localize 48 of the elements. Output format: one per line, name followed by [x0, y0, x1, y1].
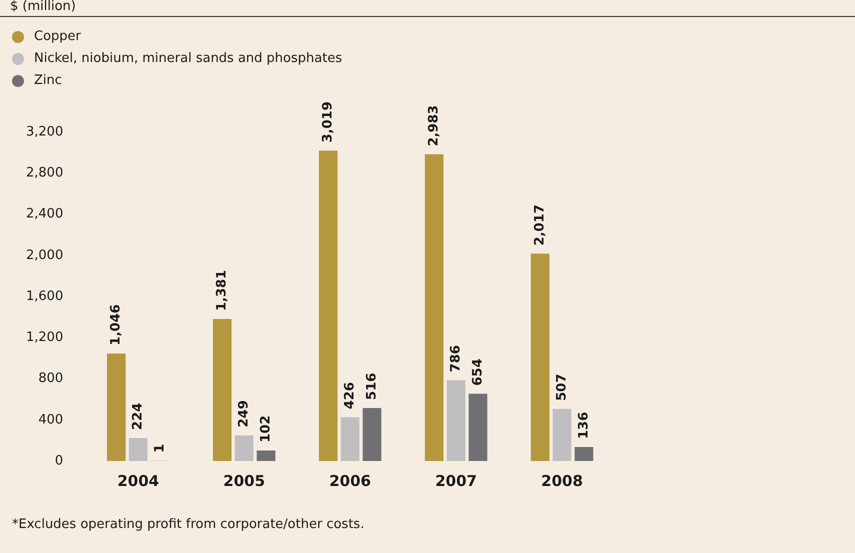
data-label: 224 [130, 402, 146, 430]
data-label: 102 [258, 415, 274, 443]
y-tick-label: 2,400 [26, 206, 64, 222]
y-tick-label: 800 [38, 371, 64, 386]
y-tick-label: 0 [54, 453, 64, 468]
bar [256, 450, 276, 461]
bar [530, 254, 550, 461]
data-label: 1,046 [108, 304, 124, 346]
data-label: 3,019 [320, 101, 336, 143]
data-label: 654 [470, 358, 486, 386]
bar [362, 408, 382, 461]
bar [234, 435, 254, 461]
data-label: 249 [236, 400, 252, 428]
data-label: 136 [576, 412, 592, 440]
y-tick-label: 2,000 [26, 248, 64, 263]
x-tick-label: 2005 [223, 472, 266, 490]
bar [106, 353, 126, 461]
x-tick-label: 2006 [329, 472, 371, 490]
bar [318, 150, 338, 461]
legend-label: Zinc [34, 72, 62, 90]
bar [340, 417, 360, 461]
text: $ (million) [10, 0, 76, 14]
y-tick-label: 2,800 [26, 166, 64, 180]
data-label: 2,983 [426, 105, 442, 146]
data-label: 507 [554, 374, 570, 401]
y-tick-label: 400 [38, 412, 64, 428]
data-label: 426 [342, 382, 358, 410]
bar [128, 438, 148, 461]
legend-label: Nickel, niobium, mineral sands and phosphates [34, 50, 342, 68]
y-tick-label: 1,600 [26, 288, 64, 304]
y-tick-label: 1,200 [26, 330, 64, 345]
bar [468, 394, 488, 461]
data-label: 786 [448, 345, 464, 372]
bar [574, 447, 594, 461]
y-tick-label: 3,200 [26, 124, 64, 140]
data-label: 1,381 [214, 270, 230, 312]
x-tick-label: 2008 [541, 472, 583, 490]
data-label: 1 [152, 444, 168, 453]
data-label: 2,017 [532, 204, 548, 246]
text: *Excludes operating profit from corporate/other costs. [12, 517, 364, 532]
legend-label: Copper [34, 28, 81, 46]
bar [212, 319, 232, 461]
x-tick-label: 2004 [117, 472, 160, 490]
x-tick-label: 2007 [435, 472, 477, 490]
data-label: 516 [364, 372, 380, 400]
bar [424, 154, 444, 461]
bar [446, 380, 466, 461]
bar [552, 408, 572, 461]
